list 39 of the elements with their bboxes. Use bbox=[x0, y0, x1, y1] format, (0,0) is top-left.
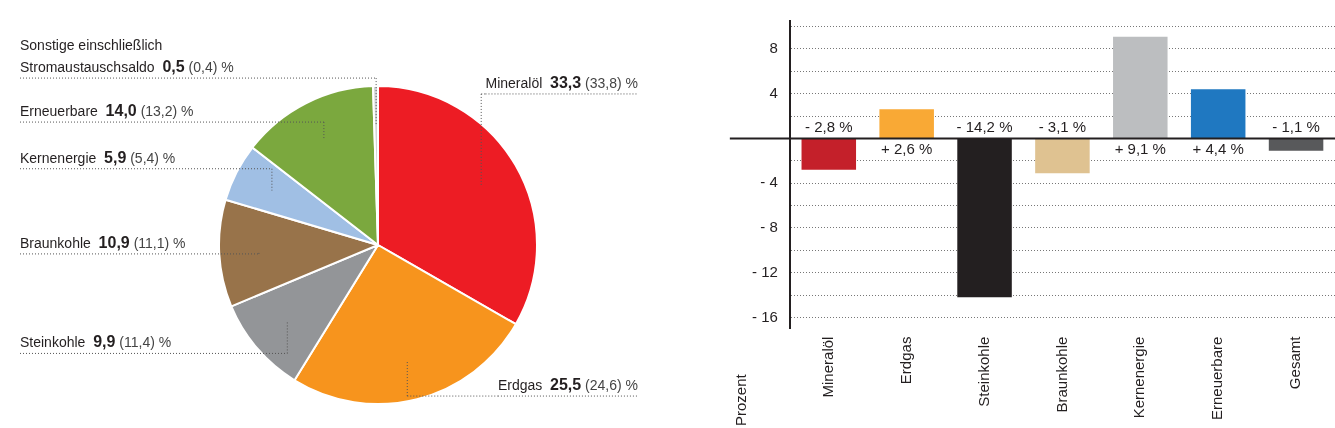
bar bbox=[1268, 138, 1324, 151]
data-label: - 1,1 % bbox=[1272, 118, 1320, 136]
slice-label: Mineralöl bbox=[485, 74, 543, 91]
data-label: 14,0 (13,2) % bbox=[105, 102, 194, 120]
x-tick-label: Kernenergie bbox=[1130, 336, 1148, 419]
bar bbox=[879, 109, 934, 138]
bar bbox=[1035, 138, 1090, 174]
x-tick-label: Steinkohle bbox=[974, 336, 992, 407]
data-label: 5,9 (5,4) % bbox=[104, 148, 176, 166]
bar bbox=[801, 138, 857, 170]
x-tick-label: Mineralöl bbox=[818, 336, 836, 398]
slice-label: Braunkohle bbox=[20, 234, 92, 251]
data-label: + 4,4 % bbox=[1192, 140, 1244, 158]
x-tick-label: Gesamt bbox=[1286, 335, 1304, 390]
data-label: 25,5 (24,6) % bbox=[550, 376, 639, 394]
slice-label: Erneuerbare bbox=[20, 103, 99, 120]
data-label: 33,3 (33,8) % bbox=[550, 73, 639, 91]
slice-label: Sonstige einschließlich Stromaustauschsaldo bbox=[20, 37, 163, 76]
data-label: - 2,8 % bbox=[805, 118, 853, 136]
data-label: - 14,2 % bbox=[956, 118, 1013, 136]
y-tick-label: 4 bbox=[769, 83, 778, 101]
y-tick-label: - 8 bbox=[760, 218, 778, 236]
bar bbox=[1190, 89, 1246, 138]
data-label: - 3,1 % bbox=[1038, 118, 1087, 136]
y-axis-title: Prozent bbox=[731, 373, 749, 426]
data-label: + 2,6 % bbox=[881, 140, 933, 158]
x-tick-label: Erdgas bbox=[896, 336, 914, 385]
x-tick-label: Braunkohle bbox=[1052, 336, 1070, 413]
y-tick-label: - 16 bbox=[751, 307, 778, 325]
bar bbox=[1113, 36, 1168, 138]
y-tick-label: - 4 bbox=[760, 173, 778, 191]
data-label: 10,9 (11,1) % bbox=[98, 233, 186, 251]
data-label: + 9,1 % bbox=[1114, 140, 1166, 158]
y-tick-label: 8 bbox=[769, 39, 778, 57]
x-tick-label: Erneuerbare bbox=[1208, 336, 1226, 420]
y-tick-label: - 12 bbox=[751, 262, 778, 280]
slice-label: Kernenergie bbox=[20, 149, 97, 166]
data-label: 9,9 (11,4) % bbox=[93, 333, 172, 351]
data-label: 0,5 (0,4) % bbox=[162, 58, 234, 76]
